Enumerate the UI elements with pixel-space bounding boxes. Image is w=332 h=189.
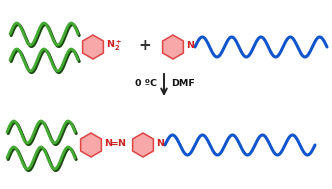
Polygon shape: [163, 35, 183, 59]
Polygon shape: [81, 133, 101, 157]
Text: =: =: [111, 139, 119, 149]
Text: $\mathregular{N_2^+}$: $\mathregular{N_2^+}$: [106, 39, 122, 53]
Text: N: N: [156, 139, 164, 149]
Text: N: N: [186, 42, 194, 50]
Text: N: N: [117, 139, 125, 149]
Polygon shape: [83, 35, 103, 59]
Text: 0 ºC: 0 ºC: [135, 78, 157, 88]
Text: DMF: DMF: [171, 78, 195, 88]
Text: N: N: [104, 139, 112, 149]
Text: +: +: [139, 39, 151, 53]
Polygon shape: [132, 133, 153, 157]
